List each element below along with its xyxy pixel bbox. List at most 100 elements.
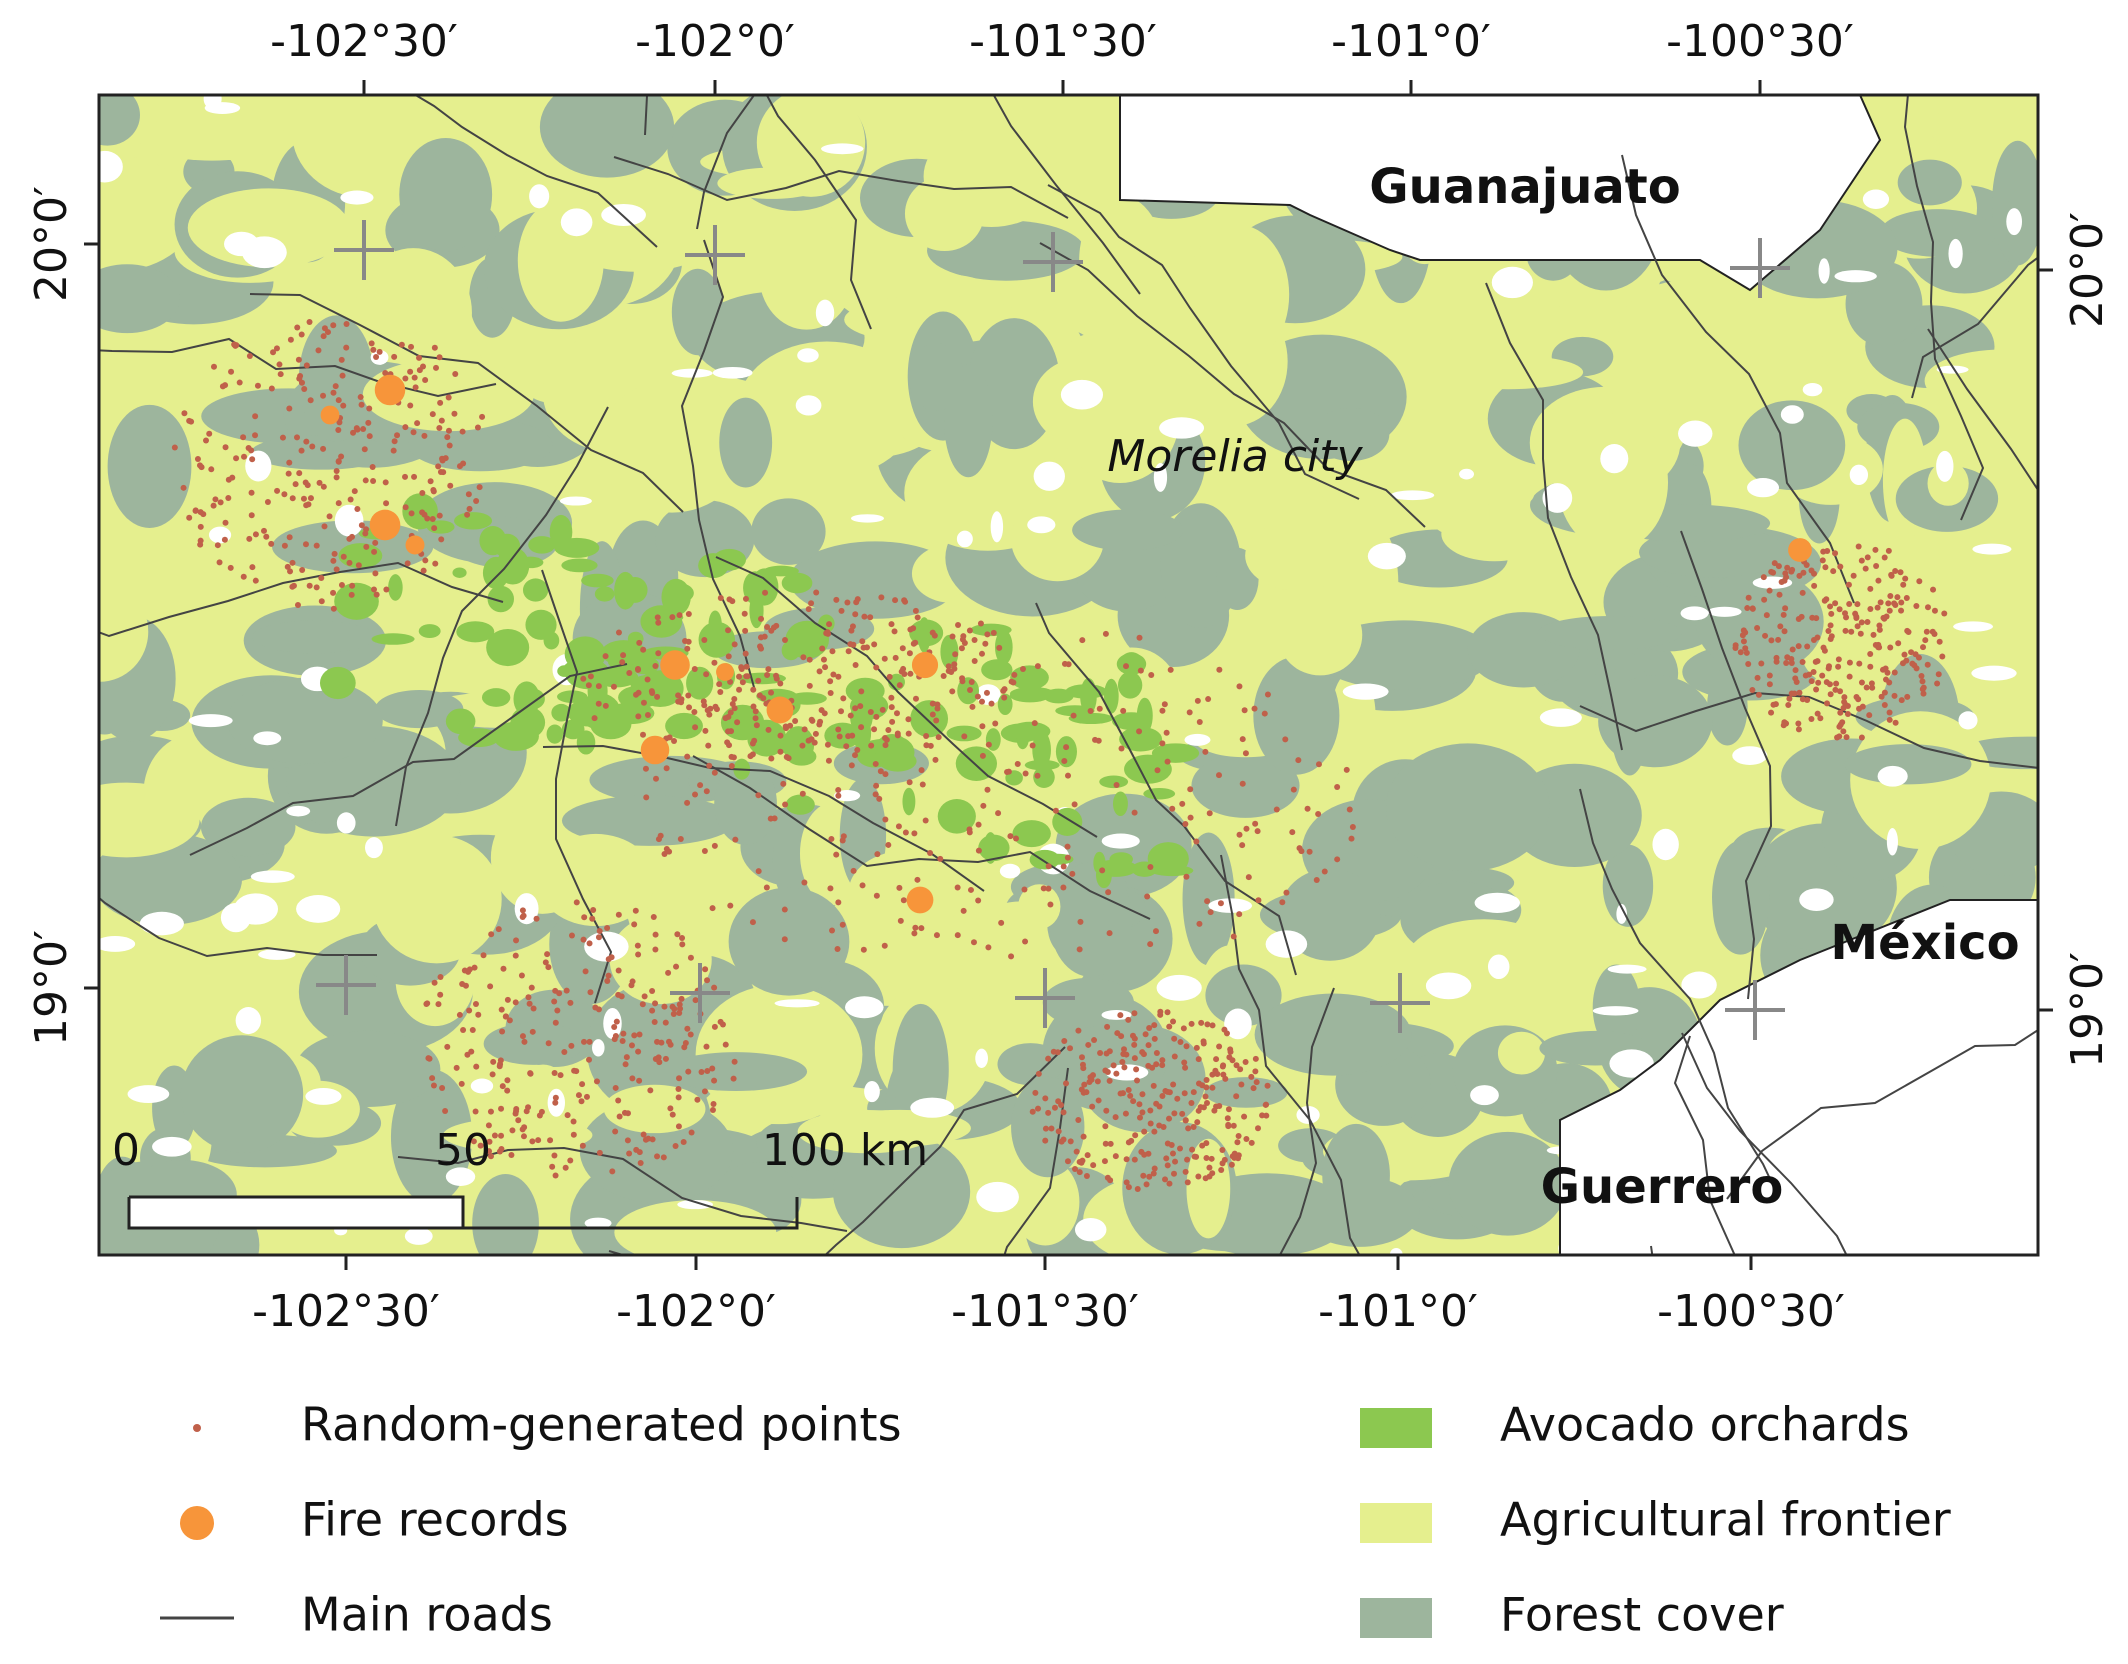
random-point [1019, 665, 1026, 672]
random-point [1898, 599, 1905, 606]
random-point [1238, 1081, 1245, 1088]
random-point [1076, 1158, 1083, 1165]
random-point [1743, 649, 1750, 656]
random-point [612, 1084, 619, 1091]
random-point [281, 542, 288, 549]
random-point [425, 1055, 432, 1062]
random-point [995, 810, 1002, 817]
random-point [1935, 671, 1942, 678]
road [1039, 242, 1426, 528]
random-point [1040, 885, 1047, 892]
random-point [1744, 605, 1751, 612]
random-point [222, 444, 229, 451]
random-point [1863, 684, 1870, 691]
random-point [978, 698, 985, 705]
random-point [1141, 1128, 1148, 1135]
graticule-cross [1023, 232, 1083, 292]
random-point [512, 952, 519, 959]
random-point [473, 1063, 480, 1070]
random-point [1830, 568, 1837, 575]
scale-segment [463, 1197, 799, 1230]
random-point [624, 1110, 631, 1117]
random-point [640, 699, 647, 706]
white-patch [99, 150, 123, 183]
random-point [1768, 709, 1775, 716]
random-point [1346, 806, 1353, 813]
random-point [1902, 575, 1909, 582]
random-point [1150, 1082, 1157, 1089]
avocado-patch [698, 553, 729, 579]
random-point [485, 1122, 492, 1129]
avocado-patch [1010, 665, 1049, 690]
random-point [1886, 607, 1893, 614]
random-point [763, 884, 770, 891]
fire-record [716, 663, 734, 681]
random-point [1147, 863, 1154, 870]
random-point [650, 914, 657, 921]
random-point [1067, 1045, 1074, 1052]
random-point [732, 836, 739, 843]
random-point [1090, 1162, 1097, 1169]
random-point [1159, 740, 1166, 747]
avocado-patch [581, 573, 614, 588]
random-point [610, 683, 617, 690]
random-point [1022, 770, 1029, 777]
random-point [1022, 938, 1029, 945]
random-point [1086, 1079, 1093, 1086]
random-point [1920, 644, 1927, 651]
random-point [526, 1000, 533, 1007]
random-point [1045, 885, 1052, 892]
random-point [1802, 672, 1809, 679]
white-patch [671, 368, 713, 378]
random-point [809, 717, 816, 724]
random-point [518, 972, 525, 979]
random-point [447, 482, 454, 489]
random-point [1195, 1080, 1202, 1087]
random-point [888, 621, 895, 628]
random-point [1188, 1020, 1195, 1027]
white-patch [1877, 765, 1908, 787]
random-point [743, 663, 750, 670]
random-point [279, 434, 286, 441]
random-point [1867, 651, 1874, 658]
random-point [687, 954, 694, 961]
random-point [971, 658, 978, 665]
random-point [361, 446, 368, 453]
random-point [545, 964, 552, 971]
random-point [1045, 1055, 1052, 1062]
white-patch [139, 911, 184, 936]
random-point [1875, 641, 1882, 648]
scale-label: 50 [435, 1125, 491, 1176]
forest-patch [908, 343, 964, 411]
random-point [470, 1138, 477, 1145]
forest-patch [759, 219, 855, 330]
random-point [286, 534, 293, 541]
random-point [1887, 644, 1894, 651]
random-point [838, 607, 845, 614]
random-point [1775, 563, 1782, 570]
random-point [1887, 592, 1894, 599]
random-point [635, 713, 642, 720]
random-point [1892, 568, 1899, 575]
random-point [1732, 642, 1739, 649]
forest-patch [371, 835, 502, 964]
white-patch [470, 1078, 494, 1094]
random-point [682, 1039, 689, 1046]
random-point [1334, 783, 1341, 790]
random-point [613, 1018, 620, 1025]
random-point [1110, 1062, 1117, 1069]
random-point [844, 599, 851, 606]
forest-patch [1598, 675, 1713, 768]
random-point [1768, 637, 1775, 644]
random-point [624, 1137, 631, 1144]
random-point [1061, 758, 1068, 765]
legend-label: Agricultural frontier [1500, 1493, 1951, 1547]
random-point [697, 782, 704, 789]
random-point [1153, 1050, 1160, 1057]
random-point [277, 371, 284, 378]
legend-label: Forest cover [1500, 1588, 1784, 1642]
random-point [192, 507, 199, 514]
white-patch [1953, 621, 1994, 632]
random-point [402, 424, 409, 431]
random-point [416, 367, 423, 374]
